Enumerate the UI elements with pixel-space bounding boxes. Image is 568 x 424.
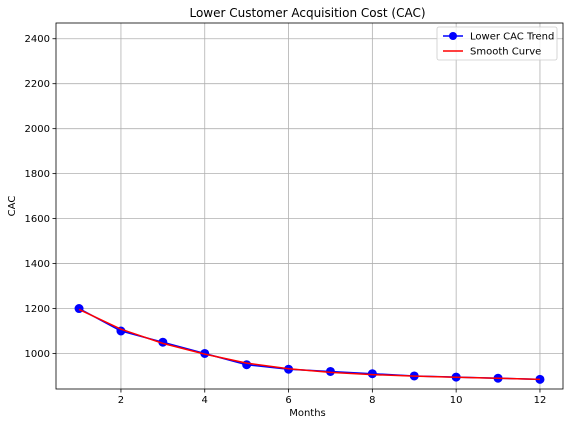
y-tick-label: 1400 bbox=[25, 259, 50, 270]
legend-marker bbox=[449, 32, 457, 40]
y-axis-title: CAC bbox=[7, 196, 18, 217]
x-tick-label: 6 bbox=[285, 395, 291, 406]
legend-box bbox=[436, 26, 558, 61]
legend: Lower CAC Trend Smooth Curve bbox=[436, 26, 558, 61]
x-tick-label: 2 bbox=[118, 395, 124, 406]
y-tick-label: 2000 bbox=[25, 124, 50, 135]
y-tick-label: 1000 bbox=[25, 349, 50, 360]
x-tick-label: 10 bbox=[450, 395, 463, 406]
legend-label: Smooth Curve bbox=[470, 47, 541, 58]
legend-entry: Lower CAC Trend bbox=[443, 32, 554, 43]
series-1 bbox=[78, 308, 540, 381]
series-line bbox=[78, 308, 540, 381]
y-tick-label: 1600 bbox=[25, 214, 50, 225]
legend-entry: Smooth Curve bbox=[443, 47, 541, 58]
plot-frame bbox=[55, 22, 564, 390]
chart-title: Lower Customer Acquisition Cost (CAC) bbox=[189, 6, 425, 20]
x-tick-label: 8 bbox=[369, 395, 375, 406]
y-tick-label: 1200 bbox=[25, 304, 50, 315]
y-tick-label: 2200 bbox=[25, 79, 50, 90]
x-tick-label: 4 bbox=[202, 395, 208, 406]
x-axis: 2 4 6 8 10 12 bbox=[118, 389, 547, 406]
y-axis: 1000 1200 1400 1600 1800 2000 2200 2400 bbox=[25, 34, 56, 360]
legend-label: Lower CAC Trend bbox=[470, 32, 554, 43]
x-tick-label: 12 bbox=[534, 395, 547, 406]
series-layer bbox=[74, 304, 545, 384]
y-tick-label: 2400 bbox=[25, 34, 50, 45]
y-tick-label: 1800 bbox=[25, 169, 50, 180]
x-axis-title: Months bbox=[289, 408, 326, 419]
